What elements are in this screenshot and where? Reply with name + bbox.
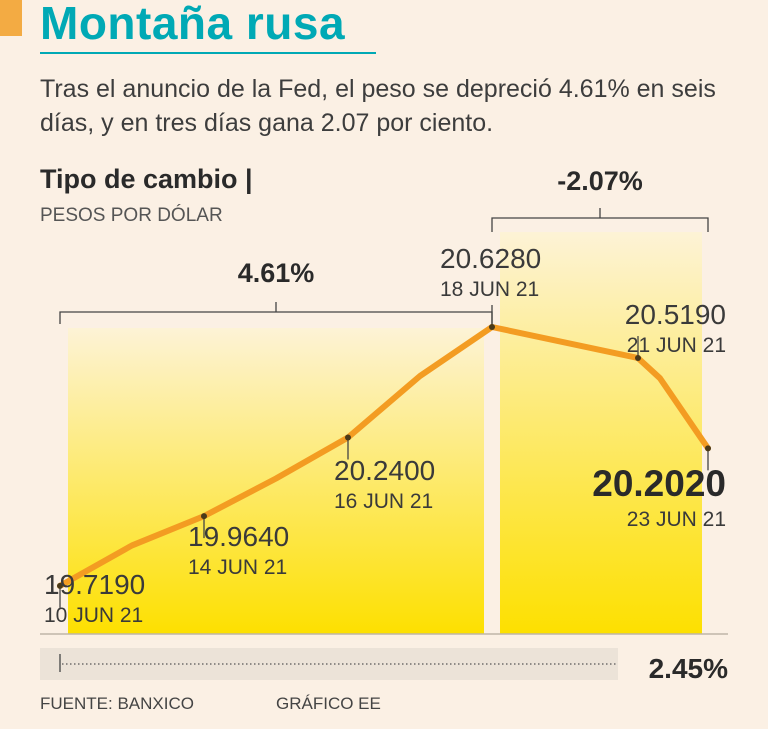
data-date-label: 18 JUN 21 bbox=[440, 278, 539, 301]
point-labels: 19.7190 10 JUN 21 19.9640 14 JUN 21 20.2400 1… bbox=[44, 243, 726, 627]
data-date-label: 16 JUN 21 bbox=[334, 490, 433, 513]
page-title: Montaña rusa bbox=[40, 0, 346, 49]
data-value-label: 20.2400 bbox=[334, 455, 435, 486]
total-pct-label: 2.45% bbox=[649, 653, 728, 684]
rise-bracket bbox=[59, 302, 493, 324]
data-date-label: 10 JUN 21 bbox=[44, 604, 143, 627]
chart-title: Tipo de cambio | bbox=[40, 164, 253, 194]
data-point bbox=[489, 324, 495, 330]
data-point bbox=[201, 513, 207, 520]
subtitle: Tras el anuncio de la Fed, el peso se de… bbox=[40, 75, 716, 137]
series-line bbox=[57, 324, 711, 589]
credit-note: GRÁFICO EE bbox=[276, 694, 381, 713]
source-note: FUENTE: BANXICO bbox=[40, 694, 194, 713]
data-value-label: 20.2020 bbox=[592, 463, 726, 504]
chart-unit-label: PESOS POR DÓLAR bbox=[40, 205, 223, 226]
data-point bbox=[705, 445, 711, 452]
fall-period-band bbox=[500, 232, 702, 634]
data-value-label: 19.9640 bbox=[188, 521, 289, 552]
accent-bar bbox=[0, 0, 22, 36]
data-value-label: 20.5190 bbox=[625, 299, 726, 330]
data-date-label: 14 JUN 21 bbox=[188, 556, 287, 579]
fall-pct-label: -2.07% bbox=[557, 166, 643, 196]
data-date-label: 23 JUN 21 bbox=[627, 508, 726, 531]
data-point bbox=[345, 434, 351, 441]
data-value-label: 20.6280 bbox=[440, 243, 541, 274]
title-rule bbox=[40, 52, 376, 54]
data-value-label: 19.7190 bbox=[44, 569, 145, 600]
series-group bbox=[57, 305, 711, 608]
data-point bbox=[57, 582, 63, 589]
data-date-label: 21 JUN 21 bbox=[627, 334, 726, 357]
data-point bbox=[635, 355, 641, 362]
rise-pct-label: 4.61% bbox=[238, 258, 315, 288]
fall-bracket bbox=[491, 208, 709, 232]
total-change-bar bbox=[40, 648, 618, 680]
